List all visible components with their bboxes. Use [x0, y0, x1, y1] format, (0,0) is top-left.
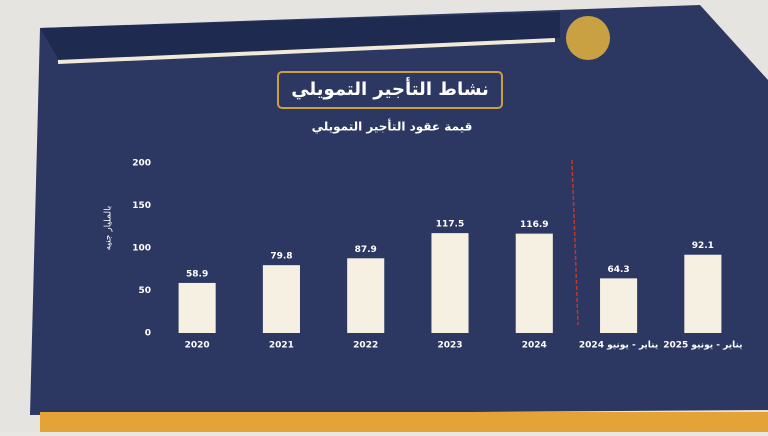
bar: [178, 282, 216, 333]
header-band: [40, 12, 560, 62]
bar: [262, 265, 300, 333]
value-label: 79.8: [270, 252, 292, 262]
footer-band: [40, 412, 768, 432]
chart-title: نشاط التأجير التمويلي: [291, 77, 489, 100]
value-label: 117.5: [436, 220, 464, 230]
y-tick-label: 100: [132, 244, 151, 254]
period-separator: [571, 159, 579, 326]
y-tick-label: 200: [132, 159, 151, 169]
y-tick-label: 0: [145, 329, 151, 339]
x-tick-label: 2021: [269, 341, 294, 351]
value-label: 64.3: [607, 265, 629, 275]
x-tick-label: 2023: [437, 341, 462, 351]
bar: [684, 254, 722, 333]
chart-subtitle: قيمة عقود التأجير التمويلي: [312, 119, 473, 135]
value-label: 58.9: [186, 269, 208, 279]
x-tick-label: 2022: [353, 341, 378, 351]
bar: [515, 233, 553, 333]
value-label: 116.9: [520, 220, 548, 230]
title-box: [277, 71, 503, 109]
y-axis-label: بالمليار جنيه: [104, 206, 114, 251]
bar: [600, 278, 638, 333]
bar: [431, 233, 469, 333]
y-tick-label: 50: [138, 286, 151, 296]
logo: [566, 16, 610, 60]
x-tick-label: يناير - يونيو 2025: [663, 341, 742, 351]
y-tick-label: 150: [132, 201, 151, 211]
bar: [347, 258, 385, 333]
x-tick-label: 2020: [185, 341, 210, 351]
value-label: 87.9: [355, 245, 377, 255]
header-line: [57, 38, 556, 64]
x-tick-label: يناير - يونيو 2024: [579, 341, 658, 351]
x-tick-label: 2024: [522, 341, 547, 351]
value-label: 92.1: [692, 241, 714, 251]
